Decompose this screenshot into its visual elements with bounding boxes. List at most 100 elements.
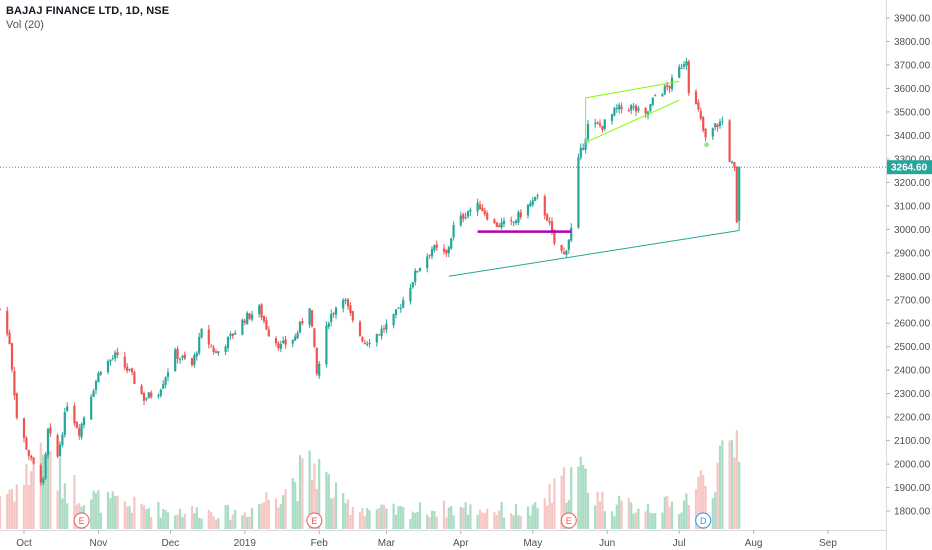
candle-body — [150, 392, 153, 398]
volume-bar — [464, 502, 467, 529]
candle-body — [147, 392, 150, 398]
volume-bar — [147, 508, 150, 529]
volume-bar — [399, 506, 402, 529]
candle-body — [493, 219, 496, 223]
x-tick-label: Feb — [311, 538, 329, 549]
volume-bar — [145, 509, 148, 529]
volume-bar — [294, 482, 297, 529]
volume-bar — [553, 478, 556, 529]
x-tick-label: Mar — [378, 538, 396, 549]
candle-body — [385, 323, 388, 330]
candle-body — [248, 313, 251, 319]
volume-bar — [8, 489, 11, 529]
x-tick-label: May — [523, 538, 542, 549]
candle-body — [661, 94, 664, 97]
y-tick-label: 3000.00 — [894, 225, 931, 236]
support-trendline[interactable] — [448, 230, 740, 277]
volume-bar — [39, 442, 42, 529]
volume-bar — [402, 507, 405, 529]
candle-body — [577, 157, 580, 228]
volume-bar — [433, 510, 436, 529]
candle-body — [620, 106, 623, 110]
volume-bar — [123, 501, 126, 529]
channel-upper-line[interactable] — [585, 80, 680, 99]
volume-bar — [346, 499, 350, 529]
earnings-marker-circle[interactable] — [306, 512, 323, 529]
volume-bar — [601, 491, 604, 529]
volume-bar — [342, 493, 345, 529]
channel-lower-line[interactable] — [585, 99, 680, 143]
volume-bar — [435, 516, 438, 529]
candle-body — [351, 311, 354, 321]
volume-bar — [224, 505, 227, 529]
candle-body — [193, 355, 196, 365]
volume-bar — [702, 474, 705, 529]
volume-bar — [301, 458, 304, 529]
y-tick-label: 2800.00 — [894, 272, 931, 283]
candlestick-series — [0, 57, 741, 486]
candle-body — [678, 66, 681, 78]
candle-body — [183, 354, 186, 359]
candle-body — [133, 372, 136, 384]
candle-body — [654, 95, 657, 97]
candle-body — [610, 114, 614, 121]
candle-body — [210, 346, 213, 348]
volume-bar — [248, 516, 251, 529]
earnings-marker-circle[interactable] — [73, 512, 90, 529]
volume-bar — [106, 491, 110, 529]
candle-body — [550, 221, 554, 232]
candle-body — [61, 434, 64, 446]
candle-body — [502, 220, 506, 224]
candle-body — [332, 313, 335, 315]
earnings-marker-label: E — [79, 516, 85, 526]
volume-bar — [426, 514, 429, 529]
candle-body — [308, 308, 311, 325]
volume-bar — [363, 516, 366, 529]
x-tick-label: Jun — [599, 538, 615, 549]
volume-bar — [447, 507, 450, 529]
volume-bar — [241, 515, 244, 529]
candle-body — [399, 307, 402, 310]
candle-body — [634, 105, 638, 112]
volume-bar — [310, 479, 314, 529]
volume-bar — [476, 514, 479, 529]
volume-bar — [414, 512, 417, 529]
volume-bar — [699, 470, 702, 529]
volume-bars — [0, 429, 741, 529]
candle-body — [174, 349, 177, 372]
candle-body — [310, 310, 314, 327]
volume-bar — [714, 492, 717, 529]
x-tick-label: Apr — [453, 538, 469, 549]
candle-body — [601, 125, 604, 130]
candle-body — [397, 307, 400, 309]
candle-body — [378, 334, 381, 336]
drawings — [448, 80, 740, 277]
candle-body — [49, 427, 52, 434]
dividend-marker-circle[interactable] — [695, 512, 712, 529]
price-axis[interactable]: 1800.00 1900.00 2000.00 2100.00 2200.00 2300.… — [886, 14, 931, 518]
volume-bar — [462, 507, 465, 529]
volume-bar — [229, 519, 232, 529]
volume-bar — [258, 504, 261, 529]
y-tick-label: 3200.00 — [894, 178, 931, 189]
volume-bar — [178, 508, 182, 529]
candle-body — [97, 373, 100, 383]
candle-body — [30, 455, 33, 459]
candle-body — [553, 229, 556, 244]
candle-body — [111, 358, 114, 360]
candle-body — [680, 67, 683, 69]
volume-bar — [584, 468, 587, 529]
alert-dot — [704, 142, 710, 148]
candle-body — [704, 128, 707, 138]
candle-body — [318, 363, 321, 376]
last-price-label-bg — [887, 160, 932, 175]
volume-bar — [298, 455, 302, 529]
candle-body — [627, 110, 630, 112]
earnings-marker-circle[interactable] — [560, 512, 577, 529]
candle-body — [178, 358, 182, 360]
volume-bar — [627, 497, 630, 529]
volume-bar — [207, 509, 210, 529]
time-axis[interactable]: Oct Nov Dec 2019 Feb Mar Apr May Jun Jul Aug Sep — [16, 530, 837, 549]
volume-bar — [49, 450, 52, 529]
